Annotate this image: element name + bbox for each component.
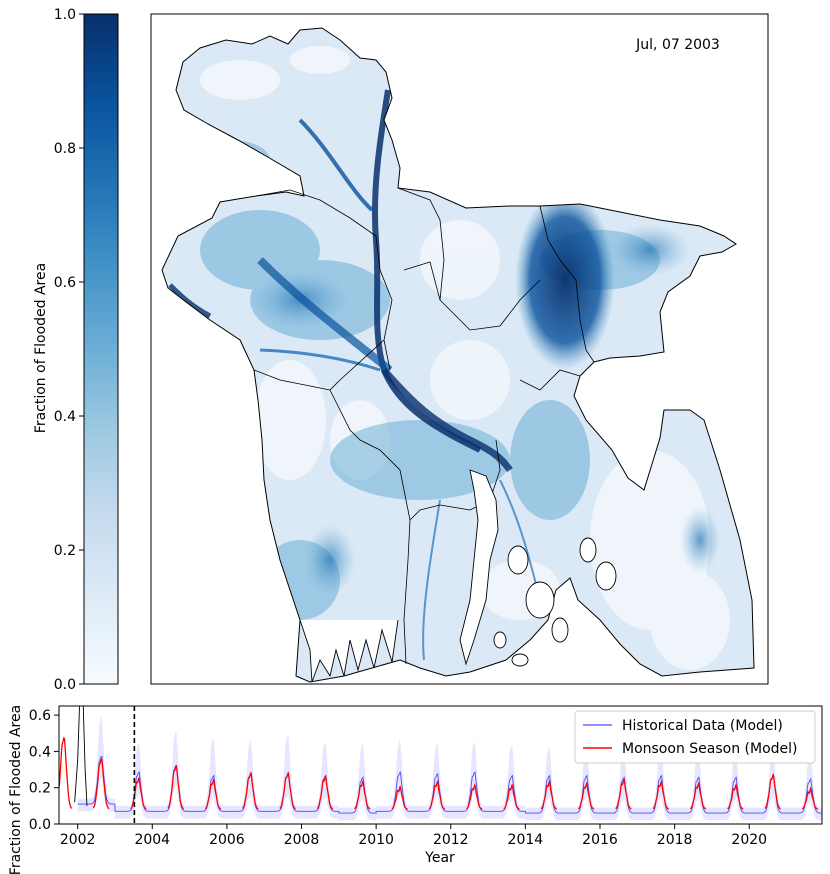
monsoon-segment	[167, 764, 185, 810]
x-tick-label: 2008	[284, 832, 320, 848]
x-tick-label: 2004	[134, 832, 170, 848]
monsoon-segment	[727, 783, 744, 810]
colorbar-tick-label: 0.4	[54, 409, 76, 425]
monsoon-segment	[130, 776, 147, 810]
monsoon-segment	[764, 772, 781, 810]
uncertainty-band-area	[77, 716, 822, 821]
map-date-label: Jul, 07 2003	[635, 37, 720, 53]
y-axis-ticks: 0.0 0.2 0.4 0.6	[29, 708, 59, 833]
colorbar-tick-label: 0.8	[54, 141, 76, 157]
monsoon-segment	[689, 781, 707, 810]
monsoon-segment	[801, 786, 819, 810]
monsoon-segment	[615, 777, 632, 810]
colorbar-label: Fraction of Flooded Area	[33, 263, 49, 433]
colorbar-tick-label: 0.2	[54, 543, 76, 559]
colorbar-tick-label: 1.0	[54, 7, 76, 23]
colorbar: 0.0 0.2 0.4 0.6 0.8 1.0 Fraction of Flooded A…	[33, 7, 119, 693]
y-tick-label: 0.6	[29, 708, 51, 724]
legend-box	[574, 710, 816, 764]
historical-series	[77, 756, 823, 814]
division-boundaries	[253, 187, 595, 665]
x-tick-label: 2020	[731, 832, 767, 848]
monsoon-segment	[279, 771, 296, 810]
x-axis-ticks: 2002 2004 2006 2008 2010 2012 2014 2016 2018 2020	[60, 824, 767, 848]
monsoon-segment	[391, 784, 408, 810]
map-panel: Jul, 07 2003	[150, 13, 769, 685]
colorbar-gradient	[83, 13, 119, 685]
monsoon-segment	[428, 779, 446, 810]
x-tick-label: 2014	[508, 832, 544, 848]
x-tick-label: 2018	[657, 832, 693, 848]
y-tick-label: 0.4	[29, 744, 51, 760]
monsoon-segment	[316, 774, 334, 810]
monsoon-segment	[540, 779, 558, 810]
x-tick-label: 2002	[60, 832, 96, 848]
monsoon-segment	[577, 781, 595, 810]
monsoon-segment	[58, 736, 73, 809]
monsoon-series	[58, 736, 819, 810]
timeseries-panel: 2002 2004 2006 2008 2010 2012 2014 2016 2018 2020…	[8, 705, 823, 874]
plot-frame	[58, 705, 823, 825]
uncertainty-band	[77, 716, 822, 821]
x-axis-label: Year	[424, 850, 455, 866]
colorbar-tick-label: 0.0	[54, 677, 76, 693]
historical-line	[77, 756, 823, 814]
y-tick-label: 0.0	[29, 817, 51, 833]
x-tick-label: 2006	[209, 832, 245, 848]
monsoon-segment	[503, 783, 520, 810]
x-tick-label: 2010	[358, 832, 394, 848]
legend-label-historical: Historical Data (Model)	[622, 718, 783, 734]
y-tick-label: 0.2	[29, 781, 51, 797]
legend-label-monsoon: Monsoon Season (Model)	[622, 741, 798, 757]
x-tick-label: 2016	[582, 832, 618, 848]
colorbar-tick-label: 0.6	[54, 275, 76, 291]
monsoon-segment	[204, 777, 222, 810]
monsoon-segment	[92, 758, 110, 810]
monsoon-segment	[466, 783, 483, 810]
monsoon-segment	[242, 771, 259, 810]
y-axis-label: Fraction of Flooded Area	[8, 705, 24, 874]
x-tick-label: 2012	[433, 832, 469, 848]
colorbar-ticks: 0.0 0.2 0.4 0.6 0.8 1.0	[54, 7, 84, 693]
monsoon-segment	[652, 779, 669, 810]
legend: Historical Data (Model) Monsoon Season (…	[574, 710, 816, 764]
delta-islands	[299, 469, 617, 683]
monsoon-segment	[354, 779, 371, 810]
